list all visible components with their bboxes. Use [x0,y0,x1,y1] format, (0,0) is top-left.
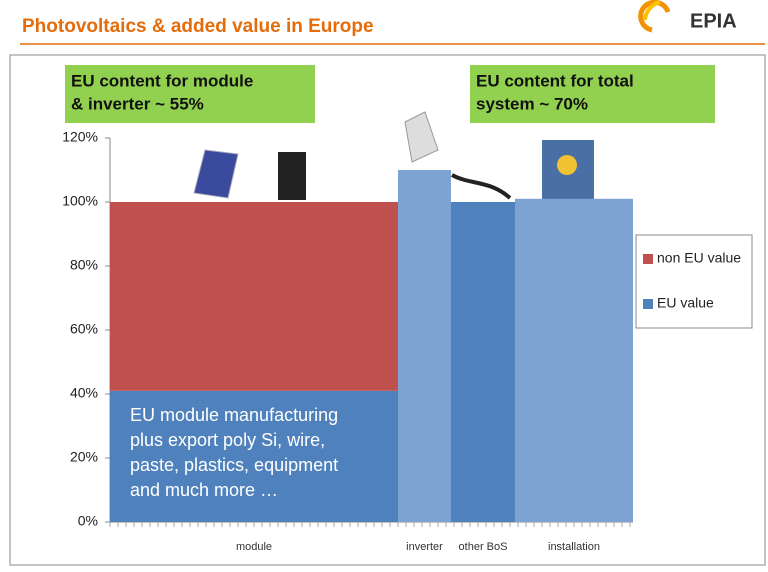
inverter-icon [404,111,439,163]
cable-icon [451,173,512,200]
frame [9,54,766,566]
bar [451,202,515,522]
annotation: plus export poly Si, wire, [130,430,325,450]
panel-icon [278,152,306,200]
module-icons [193,111,594,205]
legend [635,234,753,329]
annotation: and much more … [130,480,278,500]
y-tick-label: 80% [70,257,98,273]
callout-box [470,65,715,123]
legend-label: EU value [657,295,714,311]
worker-icon [557,155,577,175]
panel-icon [193,149,239,199]
logo-arc [643,0,661,21]
x-tick-label: module [236,541,272,553]
callout-text: system ~ 70% [476,94,588,113]
bar [110,390,398,522]
callout-text: EU content for total [476,71,634,90]
x-tick-label: other BoS [459,541,508,553]
callout-text: EU content for module [71,71,253,90]
y-tick-label: 0% [78,513,98,529]
logo: EPIA [638,0,737,33]
y-tick-label: 100% [62,193,98,209]
bar [515,198,633,523]
annotation: paste, plastics, equipment [130,455,338,475]
legend-label: non EU value [657,250,741,266]
callout-box [65,65,315,123]
bar [110,202,398,391]
annotation: EU module manufacturing [130,405,338,425]
callout-text: & inverter ~ 55% [71,94,204,113]
y-tick-label: 20% [70,449,98,465]
slide-title: Photovoltaics & added value in Europe [22,16,374,37]
x-tick-label: inverter [406,541,443,553]
legend-swatch [643,254,653,264]
legend-swatch [643,299,653,309]
logo-text: EPIA [690,10,737,32]
logo-arc [638,0,671,33]
y-tick-label: 40% [70,385,98,401]
y-tick-label: 60% [70,321,98,337]
y-tick-label: 120% [62,129,98,145]
bar [398,170,451,522]
x-tick-label: installation [548,541,600,553]
